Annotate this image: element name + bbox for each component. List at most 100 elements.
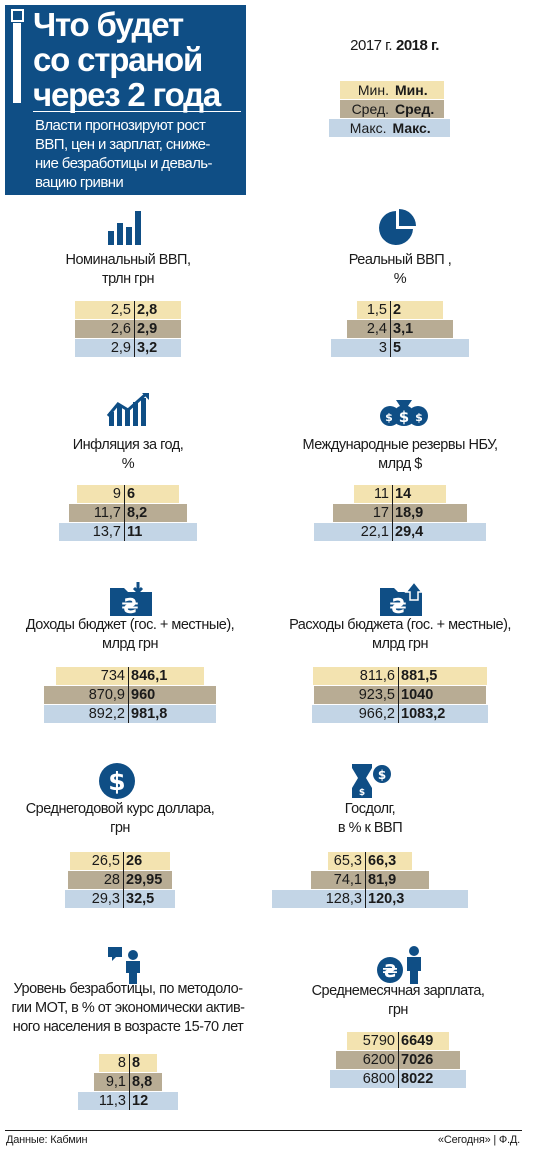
year-divider	[129, 1054, 130, 1110]
chart-title-line: трлн грн	[101, 271, 155, 287]
svg-text:₴: ₴	[389, 594, 406, 618]
chart-title-line: Уровень безработицы, по методоло-	[13, 981, 243, 997]
value-2018: 5	[393, 340, 402, 356]
year-divider	[398, 667, 399, 723]
pie-chart-icon	[378, 207, 418, 252]
bar-row-Мин.: 2,5 2,8	[75, 301, 181, 319]
chart-title: Номинальный ВВП, трлн грн	[0, 251, 258, 289]
svg-text:$: $	[385, 411, 393, 424]
bar-row-Сред.: 17 18,9	[333, 504, 467, 522]
legend-row-min: Мин. Мин.	[340, 81, 444, 99]
value-2017: 2,9	[110, 340, 131, 356]
year-divider	[365, 852, 366, 908]
value-2018: 981,8	[131, 706, 168, 722]
footer-source: Данные: Кабмин	[6, 1134, 88, 1146]
chart-title: Среднегодовой курс доллара, грн	[0, 800, 250, 838]
bar-row-Мин.: 811,6 881,5	[313, 667, 487, 685]
legend-label-left: Сред.	[351, 101, 389, 117]
chart-title-line: Среднемесячная зарплата,	[311, 983, 485, 999]
value-2017: 2,4	[366, 321, 387, 337]
value-2018: 29,4	[395, 524, 424, 540]
value-2017: 3	[378, 340, 387, 356]
year-divider	[123, 852, 124, 908]
value-2017: 13,7	[92, 524, 121, 540]
header-block: Что будет со страной через 2 года Власти…	[5, 5, 246, 195]
chart-title-line: %	[393, 271, 407, 287]
footer-credit: «Сегодня» | Ф.Д.	[437, 1134, 520, 1146]
value-2018: 120,3	[368, 891, 405, 907]
value-2017: 22,1	[360, 524, 389, 540]
page-title: Что будет со страной через 2 года	[33, 7, 245, 112]
value-2018: 8	[132, 1055, 141, 1071]
legend-label-right: Сред.	[395, 101, 435, 117]
value-2018: 8,8	[132, 1074, 153, 1090]
value-2018: 1040	[401, 687, 434, 703]
money-bags-icon: $ $ $	[378, 392, 430, 433]
value-2017: 5790	[362, 1033, 395, 1049]
bar-row-Макс.: 22,1 29,4	[314, 523, 486, 541]
value-2017: 9	[112, 486, 121, 502]
year-divider	[124, 485, 125, 541]
bar-row-Макс.: 892,2 981,8	[44, 705, 216, 723]
legend-row-avg: Сред. Сред.	[340, 100, 444, 118]
bar-chart-icon	[106, 207, 146, 252]
header-bar	[13, 23, 21, 103]
bar-row-Макс.: 966,2 1083,2	[312, 705, 488, 723]
legend-year-2017: 2017 г.	[350, 37, 392, 54]
bar-row-Сред.: 11,7 8,2	[69, 504, 187, 522]
year-divider	[392, 485, 393, 541]
chart-title-line: Международные резервы НБУ,	[302, 437, 498, 453]
value-2017: 128,3	[325, 891, 362, 907]
bar-row-Мин.: 11 14	[354, 485, 446, 503]
bar-row-Сред.: 2,4 3,1	[347, 320, 453, 338]
value-2018: 1083,2	[401, 706, 446, 722]
folder-expense-icon: ₴	[378, 580, 424, 623]
value-2018: 12	[132, 1093, 149, 1109]
value-2017: 17	[372, 505, 389, 521]
value-2018: 14	[395, 486, 412, 502]
chart-title-line: млрд грн	[101, 636, 159, 652]
bar-row-Сред.: 28 29,95	[68, 871, 172, 889]
value-2018: 6	[127, 486, 136, 502]
bar-row-Макс.: 29,3 32,5	[65, 890, 175, 908]
value-2018: 8022	[401, 1071, 434, 1087]
subtitle-line: вацию гривни	[35, 174, 124, 191]
chart-title-line: Расходы бюджета (гос. + местные),	[289, 617, 511, 633]
svg-text:₴: ₴	[382, 961, 397, 982]
bar-row-Сред.: 2,6 2,9	[75, 320, 181, 338]
value-2018: 81,9	[368, 872, 397, 888]
title-line: через 2 года	[33, 76, 221, 113]
bar-row-Сред.: 6200 7026	[336, 1051, 460, 1069]
svg-text:$: $	[108, 767, 125, 796]
bar-row-Сред.: 870,9 960	[44, 686, 216, 704]
value-2018: 2,8	[137, 302, 158, 318]
value-2017: 6200	[362, 1052, 395, 1068]
svg-text:$: $	[378, 768, 386, 782]
bar-row-Макс.: 11,3 12	[78, 1092, 178, 1110]
legend-label-left: Макс.	[349, 120, 387, 136]
svg-text:₴: ₴	[121, 594, 138, 618]
value-2018: 7026	[401, 1052, 434, 1068]
chart-title-line: млрд $	[378, 456, 422, 472]
chart-title-line: млрд грн	[371, 636, 429, 652]
value-2017: 29,3	[91, 891, 120, 907]
chart-title: Среднемесячная зарплата, грн	[268, 982, 528, 1020]
header-rule	[33, 111, 241, 112]
legend-year-2018: 2018 г.	[396, 37, 439, 54]
folder-income-icon: ₴	[108, 580, 154, 623]
value-2017: 9,1	[105, 1074, 126, 1090]
value-2017: 8	[117, 1055, 126, 1071]
title-line: со страной	[33, 41, 203, 78]
value-2018: 29,95	[126, 872, 163, 888]
value-2017: 11,7	[93, 505, 121, 521]
value-2018: 11	[127, 524, 143, 540]
footer-rule	[5, 1130, 522, 1131]
bar-row-Макс.: 2,9 3,2	[75, 339, 181, 357]
value-2017: 892,2	[88, 706, 125, 722]
value-2017: 2,5	[110, 302, 131, 318]
value-2018: 2,9	[137, 321, 158, 337]
chart-title-line: Инфляция за год,	[72, 437, 184, 453]
chart-title-line: ного населения в возрасте 15-70 лет	[12, 1019, 244, 1035]
inflation-chart-icon	[106, 392, 150, 433]
bar-row-Мин.: 65,3 66,3	[328, 852, 412, 870]
